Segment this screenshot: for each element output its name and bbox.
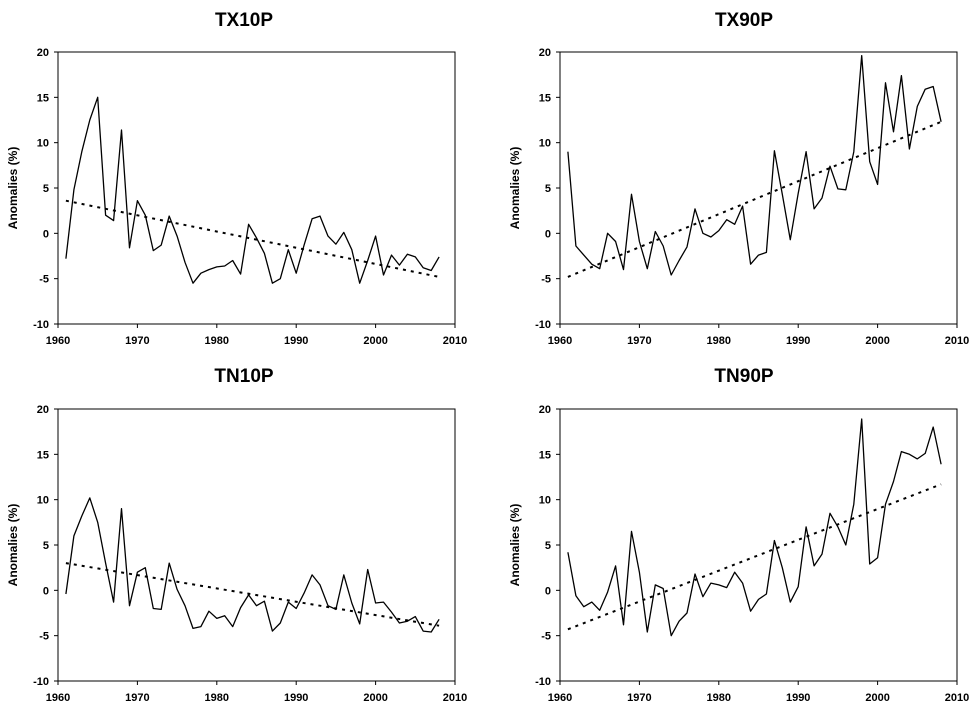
y-axis-label: Anomalies (%) (6, 147, 20, 230)
y-tick-label: 0 (43, 228, 49, 240)
x-tick-label: 1960 (548, 692, 572, 704)
x-tick-label: 2000 (363, 692, 387, 704)
y-tick-label: 10 (539, 138, 551, 150)
x-tick-label: 1980 (205, 335, 229, 347)
y-tick-label: 5 (545, 540, 551, 552)
y-tick-label: 20 (539, 47, 551, 59)
anomaly-series-line (65, 96, 440, 284)
panel-title: TX90P (715, 10, 773, 31)
y-tick-label: -10 (535, 319, 551, 331)
plot-frame (57, 408, 456, 682)
plot-frame (559, 51, 958, 325)
panel-title: TN10P (214, 366, 273, 387)
x-tick-label: 2000 (865, 692, 889, 704)
anomaly-series-line (567, 418, 942, 637)
x-tick-label: 1960 (46, 335, 70, 347)
panel-tx10p: TX10P Anomalies (%) -10 -5 0 5 10 15 20 1960 1970 1… (6, 10, 467, 347)
trend-line (65, 199, 440, 278)
y-tick-label: 0 (545, 585, 551, 597)
x-tick-label: 1990 (786, 335, 810, 347)
y-tick-label: -5 (541, 274, 551, 286)
y-tick-label: 15 (539, 92, 551, 104)
panel-title: TN90P (714, 366, 773, 387)
trend-line (65, 562, 440, 627)
trend-line (567, 120, 942, 278)
x-tick-label: 2010 (443, 335, 467, 347)
x-tick-label: 1980 (707, 335, 731, 347)
anomaly-series-line (65, 497, 440, 633)
anomaly-series-line (567, 54, 942, 276)
x-tick-label: 1980 (205, 692, 229, 704)
x-tick-label: 1990 (284, 335, 308, 347)
y-tick-label: -10 (33, 319, 49, 331)
y-axis-label: Anomalies (%) (6, 504, 20, 587)
plot-frame (57, 51, 456, 325)
y-tick-label: 15 (539, 449, 551, 461)
y-tick-label: 10 (37, 138, 49, 150)
y-tick-label: 20 (37, 47, 49, 59)
x-tick-label: 1970 (627, 692, 651, 704)
x-tick-label: 2000 (865, 335, 889, 347)
y-tick-label: -5 (39, 631, 49, 643)
y-tick-label: 15 (37, 92, 49, 104)
panel-tn10p: TN10P Anomalies (%) -10 -5 0 5 10 15 20 1960 1970 1… (6, 366, 467, 704)
x-tick-label: 1990 (284, 692, 308, 704)
y-tick-label: 0 (545, 228, 551, 240)
y-tick-label: 5 (43, 540, 49, 552)
x-tick-label: 2010 (945, 692, 969, 704)
x-tick-label: 2010 (945, 335, 969, 347)
x-tick-label: 2010 (443, 692, 467, 704)
y-tick-label: -10 (33, 676, 49, 688)
y-tick-label: 20 (37, 404, 49, 416)
trend-line (567, 483, 942, 631)
y-tick-label: 5 (43, 183, 49, 195)
panel-tx90p: TX90P Anomalies (%) -10 -5 0 5 10 15 20 1960 1970 1… (508, 10, 969, 347)
plot-frame (559, 408, 958, 682)
y-tick-label: -5 (541, 631, 551, 643)
y-tick-label: 5 (545, 183, 551, 195)
panel-title: TX10P (215, 10, 273, 31)
x-tick-label: 1990 (786, 692, 810, 704)
y-tick-label: 20 (539, 404, 551, 416)
panel-tn90p: TN90P Anomalies (%) -10 -5 0 5 10 15 20 1960 1970 1… (508, 366, 969, 704)
y-tick-label: 10 (539, 495, 551, 507)
x-tick-label: 1960 (548, 335, 572, 347)
x-tick-label: 1980 (707, 692, 731, 704)
x-tick-label: 2000 (363, 335, 387, 347)
x-tick-label: 1970 (125, 335, 149, 347)
x-tick-label: 1970 (627, 335, 651, 347)
y-tick-label: 10 (37, 495, 49, 507)
y-axis-label: Anomalies (%) (508, 504, 522, 587)
x-tick-label: 1960 (46, 692, 70, 704)
x-tick-label: 1970 (125, 692, 149, 704)
y-tick-label: -10 (535, 676, 551, 688)
y-tick-label: 0 (43, 585, 49, 597)
y-tick-label: -5 (39, 274, 49, 286)
y-axis-label: Anomalies (%) (508, 147, 522, 230)
y-tick-label: 15 (37, 449, 49, 461)
